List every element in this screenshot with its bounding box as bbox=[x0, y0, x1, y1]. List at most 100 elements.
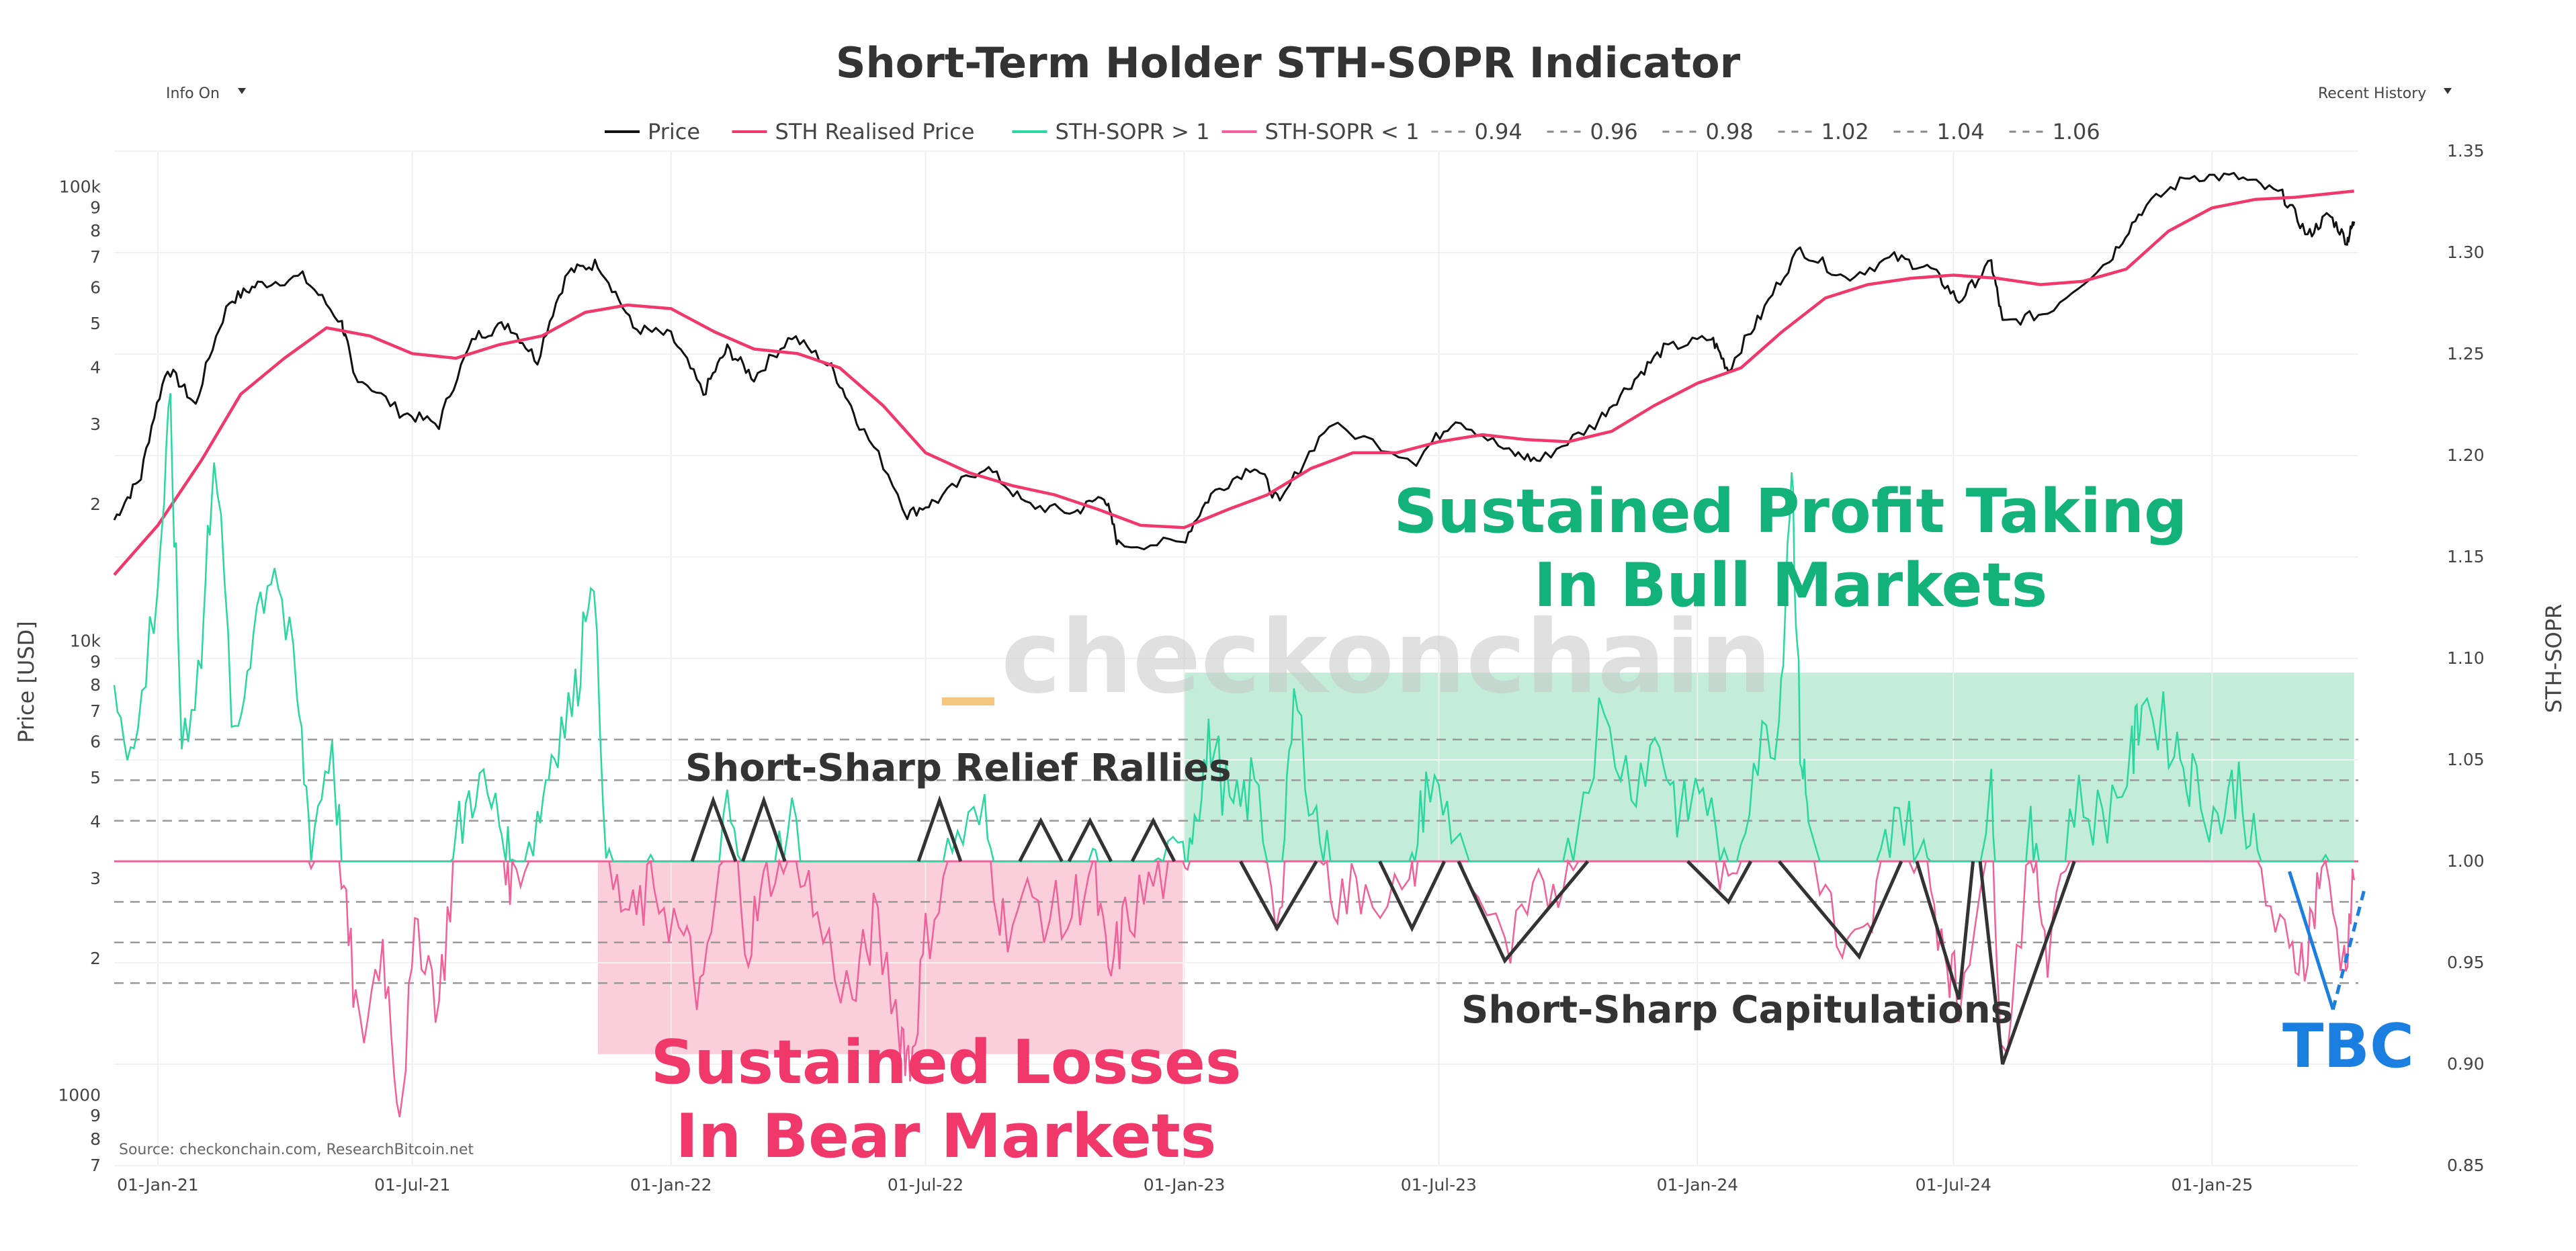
legend-item[interactable]: STH-SOPR < 1 bbox=[1221, 119, 1420, 144]
legend-label: 0.94 bbox=[1475, 119, 1522, 144]
right-axis-title: STH-SOPR bbox=[2541, 604, 2567, 714]
tbc-label: TBC bbox=[2282, 1011, 2414, 1082]
left-tick-label: 5 bbox=[90, 768, 101, 787]
x-tick-label: 01-Jan-25 bbox=[2172, 1175, 2253, 1195]
capitulation-marker bbox=[1239, 860, 1318, 932]
x-tick-label: 01-Jul-22 bbox=[888, 1175, 963, 1195]
sth-sopr-below-one-line bbox=[114, 858, 2355, 1117]
x-tick-label: 01-Jul-23 bbox=[1401, 1175, 1477, 1195]
right-tick-label: 1.00 bbox=[2447, 851, 2485, 871]
legend-item[interactable]: 0.96 bbox=[1547, 119, 1638, 144]
history-dropdown-label: Recent History bbox=[2318, 85, 2426, 102]
legend-label: 0.98 bbox=[1706, 119, 1754, 144]
sth-sopr-above-one-line bbox=[113, 393, 2354, 865]
watermark-layer: checkonchain bbox=[942, 599, 1772, 716]
right-tick-label: 1.05 bbox=[2447, 750, 2485, 769]
left-tick-label: 8 bbox=[90, 675, 101, 695]
left-tick-label: 6 bbox=[90, 277, 101, 297]
bear-markets-label-line2: In Bear Markets bbox=[676, 1101, 1217, 1172]
legend-item[interactable]: Price bbox=[605, 119, 700, 144]
info-toggle-label: Info On bbox=[166, 85, 220, 102]
left-tick-label: 2 bbox=[90, 494, 101, 514]
right-tick-label: 1.20 bbox=[2447, 445, 2485, 465]
price-line bbox=[113, 171, 2356, 551]
legend-label: 1.06 bbox=[2053, 119, 2100, 144]
capitulation-marker bbox=[1777, 860, 1903, 960]
legend-label: STH Realised Price bbox=[775, 119, 975, 144]
x-tick-label: 01-Jan-23 bbox=[1144, 1175, 1226, 1195]
capitulation-marker bbox=[1686, 860, 1753, 905]
capitulation-marker bbox=[1978, 861, 2076, 1065]
bull-markets-label-line2: In Bull Markets bbox=[1534, 550, 2047, 621]
left-tick-label: 100k bbox=[59, 177, 101, 197]
relief-rally-marker bbox=[916, 795, 963, 862]
relief-rallies-label: Short-Sharp Relief Rallies bbox=[685, 746, 1232, 790]
left-tick-label: 3 bbox=[90, 415, 101, 434]
axes-layer: Price [USD] STH-SOPR 78910002345678910k2… bbox=[13, 141, 2567, 1195]
left-tick-label: 7 bbox=[90, 247, 101, 267]
series-layer bbox=[113, 171, 2356, 1117]
right-tick-label: 0.85 bbox=[2447, 1156, 2485, 1175]
info-toggle-arrow-icon bbox=[238, 88, 246, 94]
left-axis-title: Price [USD] bbox=[13, 621, 39, 743]
left-tick-label: 7 bbox=[90, 1156, 101, 1175]
right-tick-label: 1.30 bbox=[2447, 243, 2485, 262]
source-note: Source: checkonchain.com, ResearchBitcoi… bbox=[119, 1141, 474, 1158]
right-tick-label: 0.95 bbox=[2447, 953, 2485, 972]
legend-item[interactable]: STH-SOPR > 1 bbox=[1012, 119, 1210, 144]
legend-label: Price bbox=[648, 119, 700, 144]
x-tick-label: 01-Jul-21 bbox=[374, 1175, 450, 1195]
left-tick-label: 2 bbox=[90, 949, 101, 968]
bull-markets-label-line1: Sustained Profit Taking bbox=[1394, 476, 2188, 547]
left-tick-label: 5 bbox=[90, 314, 101, 333]
left-tick-label: 10k bbox=[70, 631, 101, 650]
history-dropdown[interactable]: Recent History bbox=[2318, 85, 2452, 102]
sth-realised-price-line bbox=[113, 189, 2354, 576]
left-tick-label: 9 bbox=[90, 652, 101, 671]
relief-rally-marker bbox=[1067, 817, 1113, 863]
x-tick-label: 01-Jan-24 bbox=[1657, 1175, 1739, 1195]
relief-rally-marker bbox=[1018, 817, 1064, 863]
x-tick-label: 01-Jan-21 bbox=[117, 1175, 199, 1195]
legend-item[interactable]: 1.06 bbox=[2009, 119, 2100, 144]
legend-item[interactable]: 0.98 bbox=[1662, 119, 1754, 144]
left-tick-label: 6 bbox=[90, 732, 101, 751]
right-tick-label: 0.90 bbox=[2447, 1054, 2485, 1074]
bear-market-region bbox=[597, 861, 1183, 1054]
legend-item[interactable]: STH Realised Price bbox=[732, 119, 975, 144]
legend-label: STH-SOPR > 1 bbox=[1056, 119, 1210, 144]
legend-label: 1.02 bbox=[1821, 119, 1869, 144]
legend-label: 0.96 bbox=[1590, 119, 1638, 144]
right-tick-label: 1.25 bbox=[2447, 344, 2485, 363]
info-toggle[interactable]: Info On bbox=[166, 85, 246, 102]
bear-markets-label-line1: Sustained Losses bbox=[651, 1027, 1242, 1098]
legend-item[interactable]: 1.04 bbox=[1893, 119, 1985, 144]
legend-item[interactable]: 0.94 bbox=[1431, 119, 1522, 144]
left-tick-label: 4 bbox=[90, 357, 101, 377]
left-tick-label: 9 bbox=[90, 198, 101, 217]
left-tick-label: 7 bbox=[90, 701, 101, 721]
capitulation-marker bbox=[1457, 860, 1590, 964]
left-tick-label: 4 bbox=[90, 812, 101, 831]
relief-rally-marker bbox=[690, 795, 738, 862]
history-dropdown-arrow-icon bbox=[2444, 88, 2452, 94]
right-tick-label: 1.15 bbox=[2447, 547, 2485, 566]
watermark-logo-bar bbox=[942, 697, 994, 705]
relief-rally-marker bbox=[741, 795, 787, 862]
left-tick-label: 8 bbox=[90, 1129, 101, 1149]
bull-market-region bbox=[1184, 673, 2354, 861]
annotations-layer: Short-Sharp Relief Rallies Short-Sharp C… bbox=[651, 476, 2414, 1172]
left-tick-label: 9 bbox=[90, 1106, 101, 1125]
legend-label: STH-SOPR < 1 bbox=[1265, 119, 1420, 144]
x-tick-label: 01-Jan-22 bbox=[630, 1175, 712, 1195]
chart-title: Short-Term Holder STH-SOPR Indicator bbox=[836, 38, 1741, 87]
capitulations-label: Short-Sharp Capitulations bbox=[1461, 988, 2013, 1032]
capitulation-marker bbox=[1378, 860, 1446, 933]
relief-rally-marker bbox=[1130, 817, 1176, 863]
tbc-marker-dashed bbox=[2331, 885, 2367, 1010]
legend-item[interactable]: 1.02 bbox=[1778, 119, 1869, 144]
right-tick-label: 1.35 bbox=[2447, 141, 2485, 161]
right-tick-label: 1.10 bbox=[2447, 648, 2485, 668]
capitulation-marker bbox=[1915, 861, 1975, 1000]
left-tick-label: 1000 bbox=[58, 1085, 101, 1105]
